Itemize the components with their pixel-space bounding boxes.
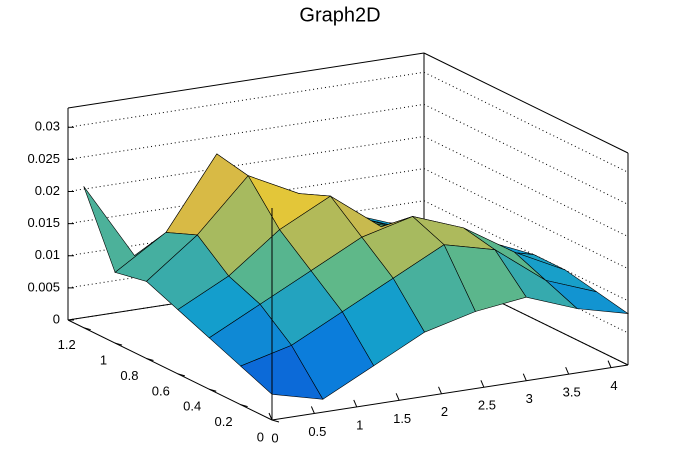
x-tick: [353, 399, 358, 408]
grid-line: [67, 136, 425, 193]
y-tick-label: 1.2: [58, 337, 76, 352]
grid-line: [67, 103, 425, 160]
x-tick: [522, 373, 527, 381]
grid-line: [423, 71, 629, 173]
grid-line: [423, 136, 629, 237]
x-tick: [607, 360, 612, 368]
y-tick: [114, 342, 123, 346]
y-tick: [83, 327, 91, 331]
x-tick-label: 4: [610, 378, 617, 393]
box-edge: [67, 52, 425, 109]
x-tick-label: 3: [526, 391, 533, 406]
y-tick: [240, 404, 248, 408]
x-tick: [310, 406, 315, 414]
x-tick-label: 2: [441, 404, 448, 419]
y-tick: [209, 388, 217, 392]
z-tick-label: 0.02: [35, 183, 60, 198]
chart-title: Graph2D: [299, 4, 380, 26]
z-tick-label: 0.025: [27, 151, 60, 166]
x-tick-label: 3.5: [563, 385, 581, 400]
x-tick: [395, 393, 400, 401]
y-tick-label: 0: [257, 429, 264, 444]
z-tick-label: 0.03: [35, 119, 60, 134]
y-tick-label: 0.6: [152, 383, 170, 398]
x-tick: [480, 380, 485, 388]
x-tick-label: 1: [356, 417, 363, 432]
y-tick-label: 0.8: [120, 368, 138, 383]
box-edge: [423, 52, 629, 154]
grid-line: [423, 103, 629, 205]
x-tick: [565, 366, 570, 375]
y-tick: [146, 357, 154, 361]
x-tick-label: 0.5: [308, 424, 326, 439]
grid-line: [67, 71, 425, 128]
y-axis: [67, 319, 273, 421]
y-tick: [271, 419, 280, 423]
x-tick: [438, 386, 442, 395]
z-tick-label: 0: [53, 311, 60, 326]
y-tick-label: 0.2: [215, 414, 233, 429]
surface-patch: [240, 344, 324, 400]
y-tick-label: 0.4: [183, 399, 201, 414]
y-tick-label: 1: [100, 353, 107, 368]
z-tick-label: 0.015: [27, 215, 60, 230]
x-tick-label: 1.5: [393, 411, 411, 426]
y-tick: [177, 373, 185, 377]
z-tick-label: 0.005: [27, 279, 60, 294]
x-tick-label: 0: [271, 430, 278, 445]
x-tick-label: 2.5: [478, 398, 496, 413]
z-tick-label: 0.01: [35, 247, 60, 262]
